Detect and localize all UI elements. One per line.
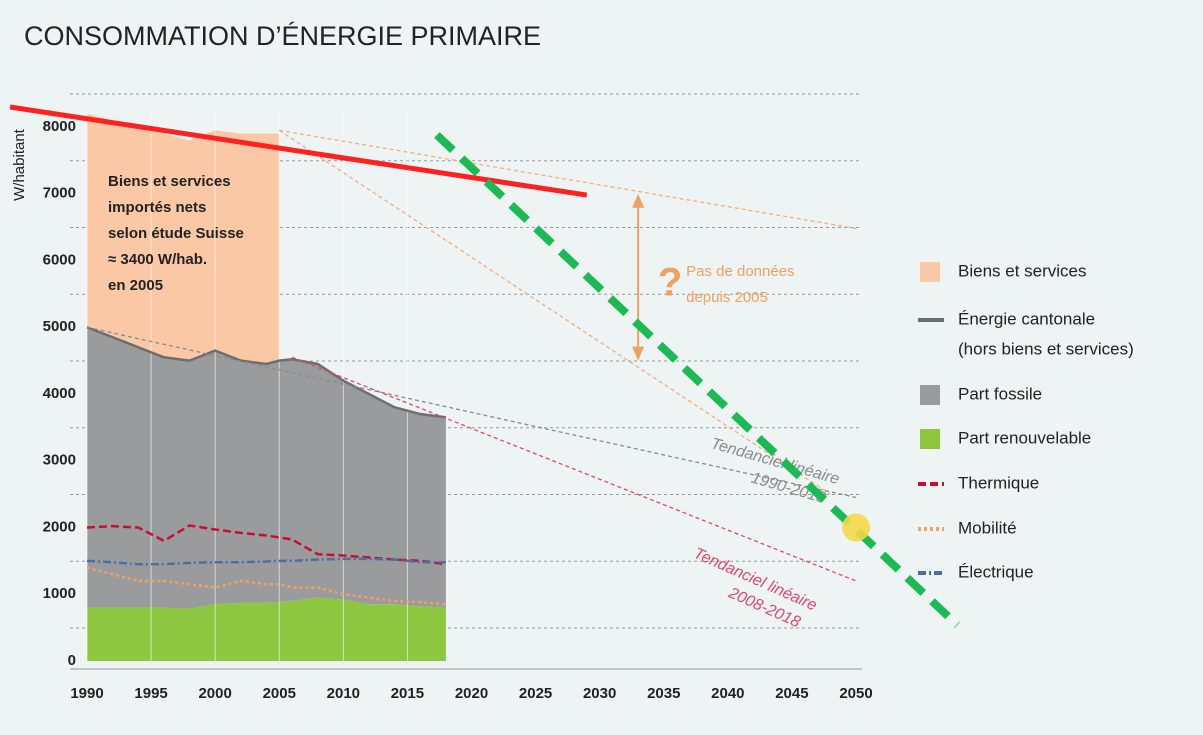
- legend-label: Mobilité: [958, 518, 1017, 537]
- y-tick-label: 8000: [43, 118, 76, 135]
- y-tick-label: 5000: [43, 318, 76, 335]
- arrow-head: [632, 346, 645, 361]
- trend-line: [291, 356, 857, 582]
- legend-swatch: [920, 385, 940, 405]
- legend-note: (hors biens et services): [958, 339, 1134, 358]
- y-tick-label: 1000: [43, 585, 76, 602]
- annotation: importés nets: [108, 199, 206, 216]
- legend-label: Part renouvelable: [958, 428, 1091, 447]
- x-tick-label: 1995: [134, 685, 167, 702]
- trend-line: [278, 129, 831, 495]
- y-tick-label: 0: [68, 652, 76, 669]
- x-tick-label: 2040: [711, 685, 744, 702]
- x-tick-label: 2000: [198, 685, 231, 702]
- x-tick-label: 1990: [70, 685, 103, 702]
- arrow-head: [632, 193, 645, 208]
- chart-title: CONSOMMATION D’ÉNERGIE PRIMAIRE: [24, 21, 541, 51]
- legend-swatch: [920, 262, 940, 282]
- y-axis-label: W/habitant: [11, 128, 28, 201]
- legend-label: Énergie cantonale: [958, 309, 1095, 328]
- legend-label: Thermique: [958, 473, 1039, 492]
- x-tick-label: 2020: [455, 685, 488, 702]
- x-tick-label: 2030: [583, 685, 616, 702]
- x-tick-label: 2025: [519, 685, 552, 702]
- y-tick-label: 2000: [43, 518, 76, 535]
- y-tick-label: 3000: [43, 452, 76, 469]
- annotation: ≈ 3400 W/hab.: [108, 251, 207, 268]
- highlight-point: [842, 513, 870, 542]
- x-tick-label: 2050: [839, 685, 872, 702]
- legend-label: Part fossile: [958, 384, 1042, 403]
- area: [87, 327, 446, 609]
- x-tick-label: 2010: [327, 685, 360, 702]
- x-tick-label: 2015: [391, 685, 424, 702]
- y-tick-label: 7000: [43, 185, 76, 202]
- x-tick-label: 2005: [263, 685, 296, 702]
- legend-swatch: [920, 429, 940, 449]
- gap-text: depuis 2005: [686, 289, 768, 306]
- y-tick-label: 4000: [43, 385, 76, 402]
- area: [87, 113, 280, 364]
- trend-line: [86, 326, 857, 499]
- gap-symbol: ?: [658, 261, 682, 305]
- annotation: Biens et services: [108, 173, 231, 190]
- x-tick-label: 2045: [775, 685, 808, 702]
- y-tick-label: 6000: [43, 251, 76, 268]
- gap-text: Pas de données: [686, 263, 794, 280]
- series-line: [86, 557, 446, 566]
- annotation: en 2005: [108, 277, 163, 294]
- legend-label: Électrique: [958, 562, 1034, 581]
- annotation: selon étude Suisse: [108, 225, 244, 242]
- x-tick-label: 2035: [647, 685, 680, 702]
- series-line: [86, 326, 447, 419]
- legend-label: Biens et services: [958, 261, 1087, 280]
- overlay-line: [434, 132, 960, 628]
- area: [87, 597, 446, 661]
